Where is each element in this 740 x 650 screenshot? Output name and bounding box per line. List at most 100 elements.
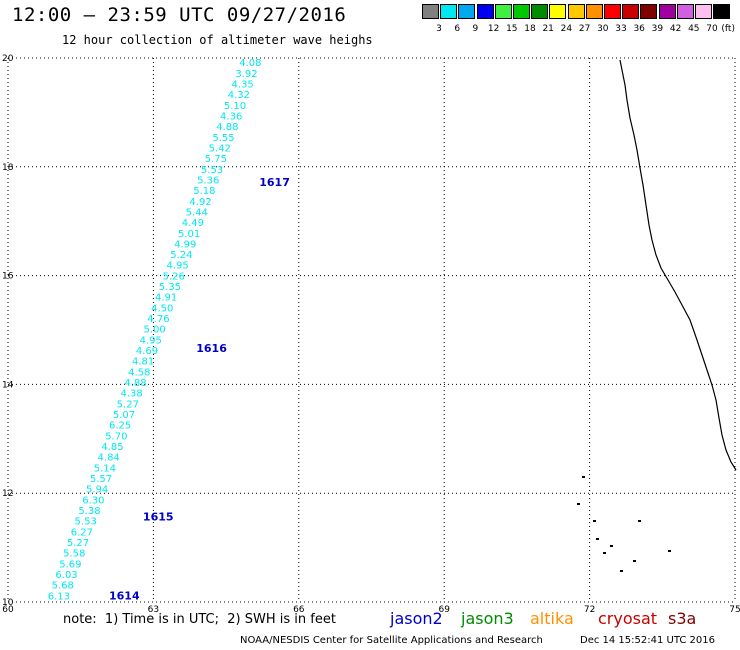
wave-height-label: 4.50 [151,303,173,314]
legend-unit: (ft) [721,24,735,34]
wave-height-label: 4.69 [136,346,158,357]
wave-height-label: 4.85 [101,442,123,453]
wave-height-label: 5.07 [113,410,135,421]
legend-swatch [676,4,694,19]
chart-subtitle: 12 hour collection of altimeter wave hei… [62,33,373,47]
legend-bin-label: 15 [506,24,518,34]
chart-title: 12:00 — 23:59 UTC 09/27/2016 [12,4,347,26]
credit-text: NOAA/NESDIS Center for Satellite Applica… [240,635,543,646]
island-mark [577,503,580,505]
wave-height-label: 5.35 [159,282,181,293]
satellite-label-jason3: jason3 [461,609,514,628]
x-tick-label: 66 [293,605,305,615]
note-text: note: 1) Time is in UTC; 2) SWH is in fe… [63,612,336,627]
legend-swatch [640,4,658,19]
legend-swatch [513,4,530,19]
wave-height-label: 5.27 [117,399,139,410]
wave-height-label: 4.08 [239,58,261,69]
legend-bin-label: 9 [472,24,479,34]
legend-swatch [494,4,512,19]
wave-height-label: 4.76 [147,314,169,325]
wave-height-label: 3.92 [235,69,257,80]
legend-swatch [458,4,476,19]
wave-height-label: 4.92 [189,197,211,208]
legend-bin-label: 24 [560,24,573,34]
legend-bin-label: 12 [487,24,500,34]
wave-height-label: 4.81 [132,357,154,368]
island-mark [596,538,599,540]
x-tick-label: 60 [2,605,14,615]
y-tick-label: 10 [2,598,14,608]
y-tick-label: 16 [2,272,14,282]
wave-height-label: 5.01 [178,229,200,240]
island-mark [638,520,641,522]
satellite-label-cryosat: cryosat [598,609,658,628]
legend-bin-label: 6 [454,24,461,34]
coastline [619,59,737,471]
wave-height-label: 5.57 [90,474,112,485]
wave-height-label: 4.99 [174,239,196,250]
wave-height-label: 6.30 [82,495,104,506]
wave-height-label: 5.44 [186,207,208,218]
legend-bin-label: 21 [542,24,554,34]
legend-swatch [531,4,549,19]
wave-height-label: 5.26 [163,271,185,282]
island-mark [582,476,585,478]
pass-time-label: 1617 [259,176,290,189]
wave-height-label: 5.14 [94,463,116,474]
legend-swatch [567,4,585,19]
island-mark [610,545,613,547]
wave-height-label: 5.18 [193,186,215,197]
x-tick-label: 69 [438,605,450,615]
wave-height-label: 4.88 [124,378,146,389]
wave-height-label: 4.95 [140,335,162,346]
wave-height-label: 6.27 [71,527,93,538]
legend-swatch [713,4,731,19]
legend-bin-label: 18 [524,24,536,34]
wave-height-label: 4.88 [216,122,238,133]
legend-swatch [585,4,603,19]
x-tick-label: 75 [729,605,740,615]
satellite-label-altika: altika [530,609,574,628]
island-mark [620,570,623,572]
legend-bin-label: 33 [615,24,627,34]
wave-height-label: 4.36 [220,111,242,122]
legend-swatch [695,4,712,19]
wave-height-label: 5.24 [170,250,192,261]
wave-height-label: 6.13 [48,591,70,602]
wave-height-label: 4.49 [182,218,204,229]
wave-height-label: 5.42 [209,143,231,154]
y-tick-label: 20 [2,54,14,64]
wave-height-label: 5.53 [201,165,223,176]
wave-height-label: 5.55 [212,133,234,144]
wave-height-label: 4.84 [98,453,120,464]
legend-bin-label: 36 [633,24,645,34]
legend-bin-label: 39 [651,24,664,34]
wave-height-label: 5.58 [63,549,85,560]
wave-height-label: 4.35 [232,79,254,90]
x-tick-label: 72 [584,605,595,615]
legend-swatch [622,4,640,19]
wave-height-label: 5.36 [197,175,219,186]
wave-height-label: 5.10 [224,101,246,112]
legend-swatch [422,4,439,19]
satellite-label-s3a: s3a [668,609,697,628]
legend-bin-label: 30 [597,24,609,34]
wave-height-label: 5.75 [205,154,227,165]
legend-bin-label: 70 [706,24,718,34]
legend-bin-label: 3 [436,24,442,34]
island-mark [603,552,606,554]
island-mark [668,550,671,552]
island-mark [633,560,636,562]
wave-height-label: 4.32 [228,90,250,101]
x-tick-label: 63 [148,605,159,615]
wave-height-label: 5.94 [86,485,108,496]
wave-height-label: 6.25 [109,421,131,432]
timestamp-text: Dec 14 15:52:41 UTC 2016 [580,635,715,646]
legend-swatch [604,4,621,19]
wave-height-label: 5.53 [75,517,97,528]
legend-swatch [440,4,458,19]
satellite-label-jason2: jason2 [390,609,443,628]
